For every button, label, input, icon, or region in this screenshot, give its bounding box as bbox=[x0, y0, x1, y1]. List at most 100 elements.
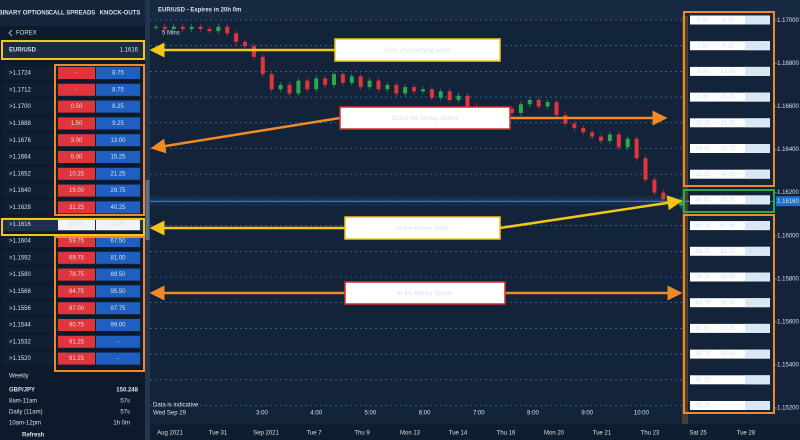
buy-cell[interactable] bbox=[96, 302, 140, 315]
candle bbox=[518, 104, 523, 113]
sell-cell[interactable] bbox=[58, 302, 95, 315]
strike-box-label-bg bbox=[745, 272, 770, 282]
strike-box-strike: >1.1616 bbox=[746, 197, 769, 203]
strike-box[interactable] bbox=[690, 144, 770, 153]
strike-box[interactable] bbox=[690, 15, 770, 25]
buy-price: 21.25 bbox=[110, 171, 126, 177]
buy-cell[interactable] bbox=[96, 184, 140, 197]
strike-box[interactable] bbox=[690, 118, 770, 128]
strike-box[interactable] bbox=[690, 221, 770, 231]
candle bbox=[527, 100, 532, 105]
buy-cell[interactable] bbox=[96, 117, 140, 130]
strike-box-sell: 59.75 bbox=[695, 223, 711, 229]
strike-label: >1.1688 bbox=[9, 121, 32, 127]
strike-box[interactable] bbox=[690, 66, 770, 76]
strike-label: >1.1640 bbox=[9, 188, 32, 194]
candle bbox=[438, 91, 443, 98]
strike-box-sell: 0.50 bbox=[697, 18, 709, 24]
buy-cell[interactable] bbox=[96, 201, 140, 214]
buy-cell[interactable] bbox=[96, 167, 140, 180]
tab[interactable]: KNOCK-OUTS bbox=[100, 11, 141, 17]
candle bbox=[625, 138, 630, 148]
breadcrumb[interactable]: FOREX bbox=[16, 31, 37, 37]
strike-box-strike: >1.1688 bbox=[746, 43, 769, 49]
sell-cell[interactable] bbox=[58, 285, 95, 298]
strike-box[interactable] bbox=[690, 323, 770, 333]
candle bbox=[465, 95, 470, 107]
candle bbox=[243, 41, 247, 47]
buy-cell[interactable] bbox=[96, 67, 140, 79]
strike-label: >1.1724 bbox=[9, 71, 32, 77]
strike-box-sell: 1.50 bbox=[697, 43, 709, 49]
strike-box-buy: 21.25 bbox=[720, 120, 736, 126]
session-time: 57s bbox=[120, 399, 130, 405]
strike-box-sell: 5.00 bbox=[697, 95, 709, 101]
buy-cell[interactable] bbox=[96, 134, 140, 147]
sell-price: 69.75 bbox=[69, 255, 85, 261]
sell-cell[interactable] bbox=[58, 67, 95, 79]
sell-cell[interactable] bbox=[58, 352, 95, 365]
strike-box[interactable] bbox=[690, 92, 770, 102]
candle bbox=[278, 84, 283, 90]
date-label: Tue 28 bbox=[737, 431, 756, 437]
candle bbox=[394, 84, 399, 94]
candle bbox=[367, 80, 372, 88]
date-label: Mon 13 bbox=[400, 431, 421, 437]
sell-cell[interactable] bbox=[58, 335, 95, 348]
sell-cell[interactable] bbox=[58, 184, 95, 197]
strike-box[interactable] bbox=[690, 272, 770, 282]
candle bbox=[234, 33, 239, 42]
strike-box-sell: 19.00 bbox=[695, 146, 711, 152]
strike-box-strike: >1.1544 bbox=[746, 352, 769, 358]
candle bbox=[376, 80, 381, 90]
candle bbox=[581, 128, 586, 133]
strike-box-sell: 84.75 bbox=[695, 300, 711, 306]
sell-cell[interactable] bbox=[58, 151, 95, 163]
strike-box[interactable] bbox=[690, 246, 770, 256]
sell-price: 0.50 bbox=[71, 104, 83, 110]
tab[interactable]: BINARY OPTIONS bbox=[0, 11, 50, 17]
sell-cell[interactable] bbox=[58, 251, 95, 264]
sell-cell[interactable] bbox=[58, 167, 95, 180]
strike-box[interactable] bbox=[690, 375, 770, 385]
sell-cell[interactable] bbox=[58, 83, 95, 96]
buy-cell[interactable] bbox=[96, 218, 140, 231]
strike-box[interactable] bbox=[690, 401, 770, 410]
strike-box[interactable] bbox=[690, 298, 770, 308]
strike-box[interactable] bbox=[690, 195, 770, 205]
buy-cell[interactable] bbox=[96, 83, 140, 96]
strike-box-strike: >1.1568 bbox=[746, 300, 769, 306]
sell-cell[interactable] bbox=[58, 134, 95, 147]
buy-cell[interactable] bbox=[96, 285, 140, 298]
callout-atm: At-the-Money Strike bbox=[396, 226, 450, 232]
candle bbox=[554, 102, 559, 116]
strike-box-strike: >1.1532 bbox=[746, 377, 769, 383]
buy-cell[interactable] bbox=[96, 352, 140, 365]
buy-cell[interactable] bbox=[96, 100, 140, 113]
strike-box[interactable] bbox=[690, 349, 770, 359]
strike-box[interactable] bbox=[690, 169, 770, 179]
buy-cell[interactable] bbox=[96, 251, 140, 264]
buy-cell[interactable] bbox=[96, 268, 140, 281]
strike-box-label-bg bbox=[745, 401, 770, 410]
tab[interactable]: CALL SPREADS bbox=[49, 11, 96, 17]
sell-cell[interactable] bbox=[58, 201, 95, 214]
sell-cell[interactable] bbox=[58, 117, 95, 130]
sell-cell[interactable] bbox=[58, 319, 95, 331]
strike-box-label-bg bbox=[745, 66, 770, 76]
strike-label: >1.1556 bbox=[9, 306, 32, 312]
buy-price: - bbox=[117, 339, 119, 345]
sell-cell[interactable] bbox=[58, 268, 95, 281]
buy-price: 8.75 bbox=[112, 71, 124, 77]
sell-cell[interactable] bbox=[58, 100, 95, 113]
buy-cell[interactable] bbox=[96, 335, 140, 348]
refresh-button[interactable]: Refresh bbox=[22, 433, 45, 439]
sell-price: 3.00 bbox=[71, 138, 83, 144]
strike-box-strike: >1.1664 bbox=[746, 95, 769, 101]
strike-box[interactable] bbox=[690, 41, 770, 51]
buy-cell[interactable] bbox=[96, 151, 140, 163]
strike-label: >1.1592 bbox=[9, 255, 32, 261]
candle bbox=[599, 136, 603, 141]
sell-cell[interactable] bbox=[58, 218, 95, 231]
buy-cell[interactable] bbox=[96, 319, 140, 331]
